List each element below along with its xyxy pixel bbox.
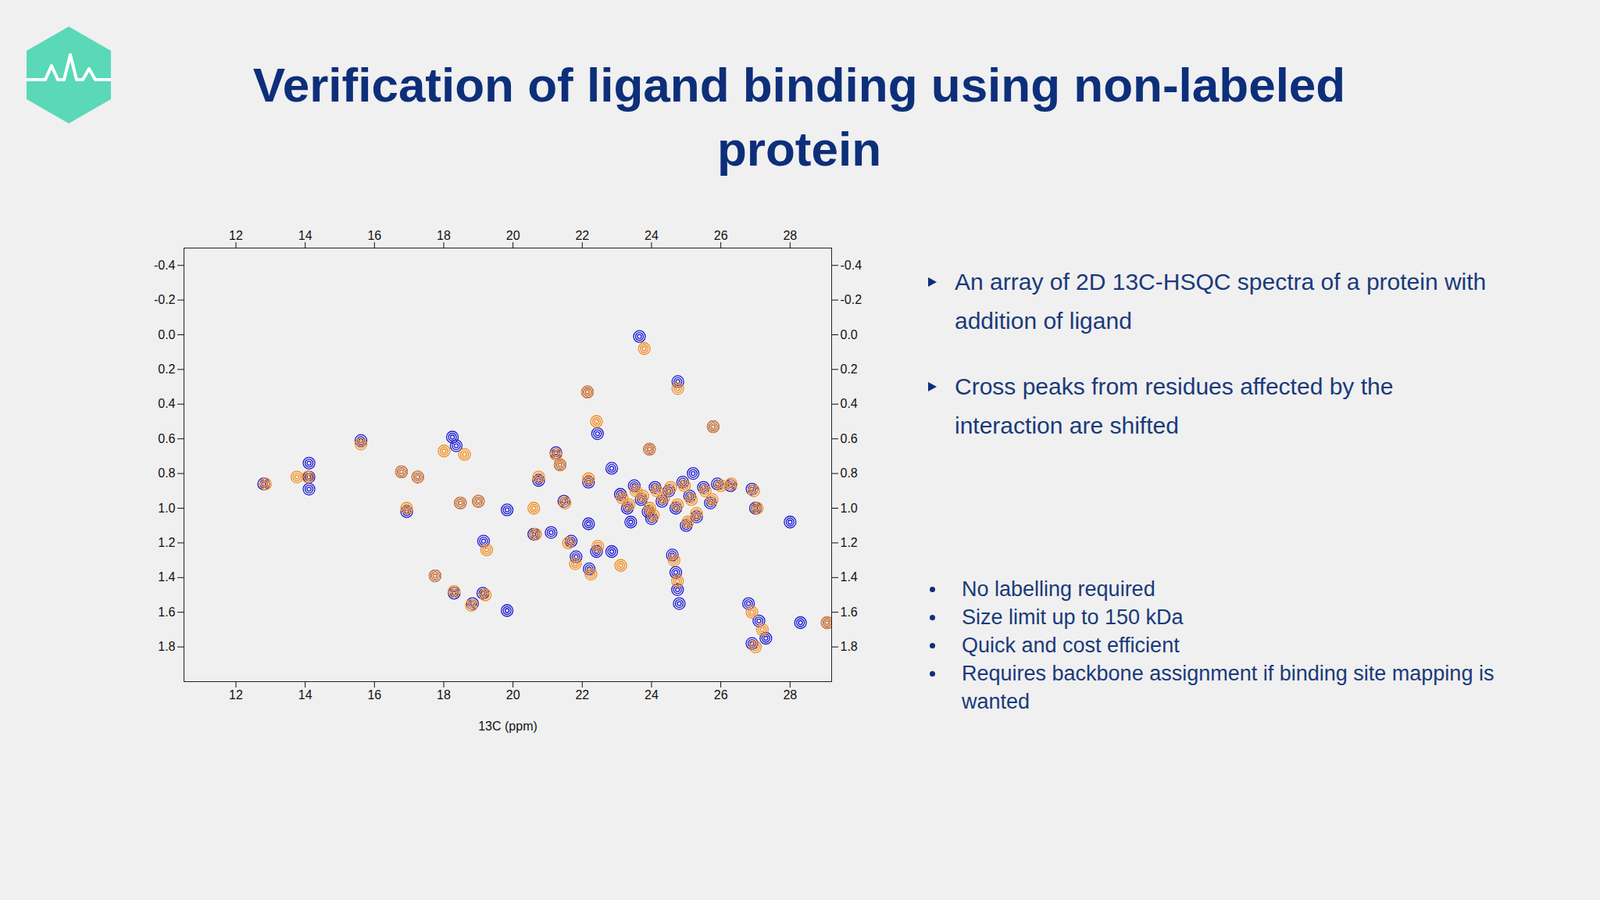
svg-text:1.4: 1.4 xyxy=(157,570,175,584)
svg-text:0.2: 0.2 xyxy=(157,362,175,376)
svg-text:24: 24 xyxy=(644,228,659,243)
html-text:Verification of ligand binding: Verification of ligand binding using non… xyxy=(252,57,1346,176)
svg-text:1.8: 1.8 xyxy=(157,639,175,654)
svg-text:28: 28 xyxy=(782,688,797,702)
html-text:Requires backbone assignment i: Requires backbone assignment if binding … xyxy=(961,661,1495,714)
svg-text:-0.4: -0.4 xyxy=(840,258,863,272)
html-text:An array of 2D 13C-HSQC spectr: An array of 2D 13C-HSQC spectra of a pro… xyxy=(954,268,1487,334)
svg-text:14: 14 xyxy=(298,228,313,243)
svg-text:0.4: 0.4 xyxy=(840,396,858,411)
svg-text:26: 26 xyxy=(714,228,729,243)
svg-text:14: 14 xyxy=(298,688,313,702)
html-text:Cross peaks from residues affe: Cross peaks from residues affected by th… xyxy=(954,373,1394,439)
svg-text:20: 20 xyxy=(506,688,521,702)
svg-text:22: 22 xyxy=(575,228,590,243)
svg-text:0.2: 0.2 xyxy=(840,362,858,376)
html-text:No labelling required: No labelling required xyxy=(961,577,1156,601)
svg-text:28: 28 xyxy=(782,228,797,243)
svg-text:-0.2: -0.2 xyxy=(153,292,176,307)
svg-text:0.0: 0.0 xyxy=(840,328,858,342)
svg-text:20: 20 xyxy=(506,228,521,243)
svg-text:1.2: 1.2 xyxy=(157,535,175,550)
svg-text:16: 16 xyxy=(367,228,382,243)
svg-text:1.4: 1.4 xyxy=(840,570,858,584)
svg-text:1.0: 1.0 xyxy=(840,501,858,515)
html-text:Quick and cost efficient: Quick and cost efficient xyxy=(961,633,1180,658)
svg-text:0.8: 0.8 xyxy=(840,466,858,480)
svg-text:0.6: 0.6 xyxy=(157,432,175,446)
svg-text:0.6: 0.6 xyxy=(840,432,858,446)
svg-text:0.4: 0.4 xyxy=(157,396,175,411)
svg-text:12: 12 xyxy=(228,228,243,243)
svg-text:1.8: 1.8 xyxy=(840,639,858,654)
svg-text:-0.2: -0.2 xyxy=(840,292,863,307)
html-text:Size limit up to 150 kDa: Size limit up to 150 kDa xyxy=(961,605,1184,629)
svg-text:0.8: 0.8 xyxy=(157,466,175,480)
svg-text:13C (ppm): 13C (ppm) xyxy=(478,719,538,733)
svg-text:26: 26 xyxy=(714,688,729,702)
svg-text:24: 24 xyxy=(644,688,659,702)
svg-text:12: 12 xyxy=(228,688,243,702)
svg-text:18: 18 xyxy=(436,228,451,243)
svg-text:-0.4: -0.4 xyxy=(153,258,176,272)
svg-text:1.6: 1.6 xyxy=(840,605,858,619)
svg-text:1.2: 1.2 xyxy=(840,535,858,550)
svg-text:16: 16 xyxy=(367,688,382,702)
svg-text:1.0: 1.0 xyxy=(157,501,175,515)
svg-text:0.0: 0.0 xyxy=(157,328,175,342)
svg-text:18: 18 xyxy=(436,688,451,702)
svg-text:1.6: 1.6 xyxy=(157,605,175,619)
svg-text:22: 22 xyxy=(575,688,590,702)
